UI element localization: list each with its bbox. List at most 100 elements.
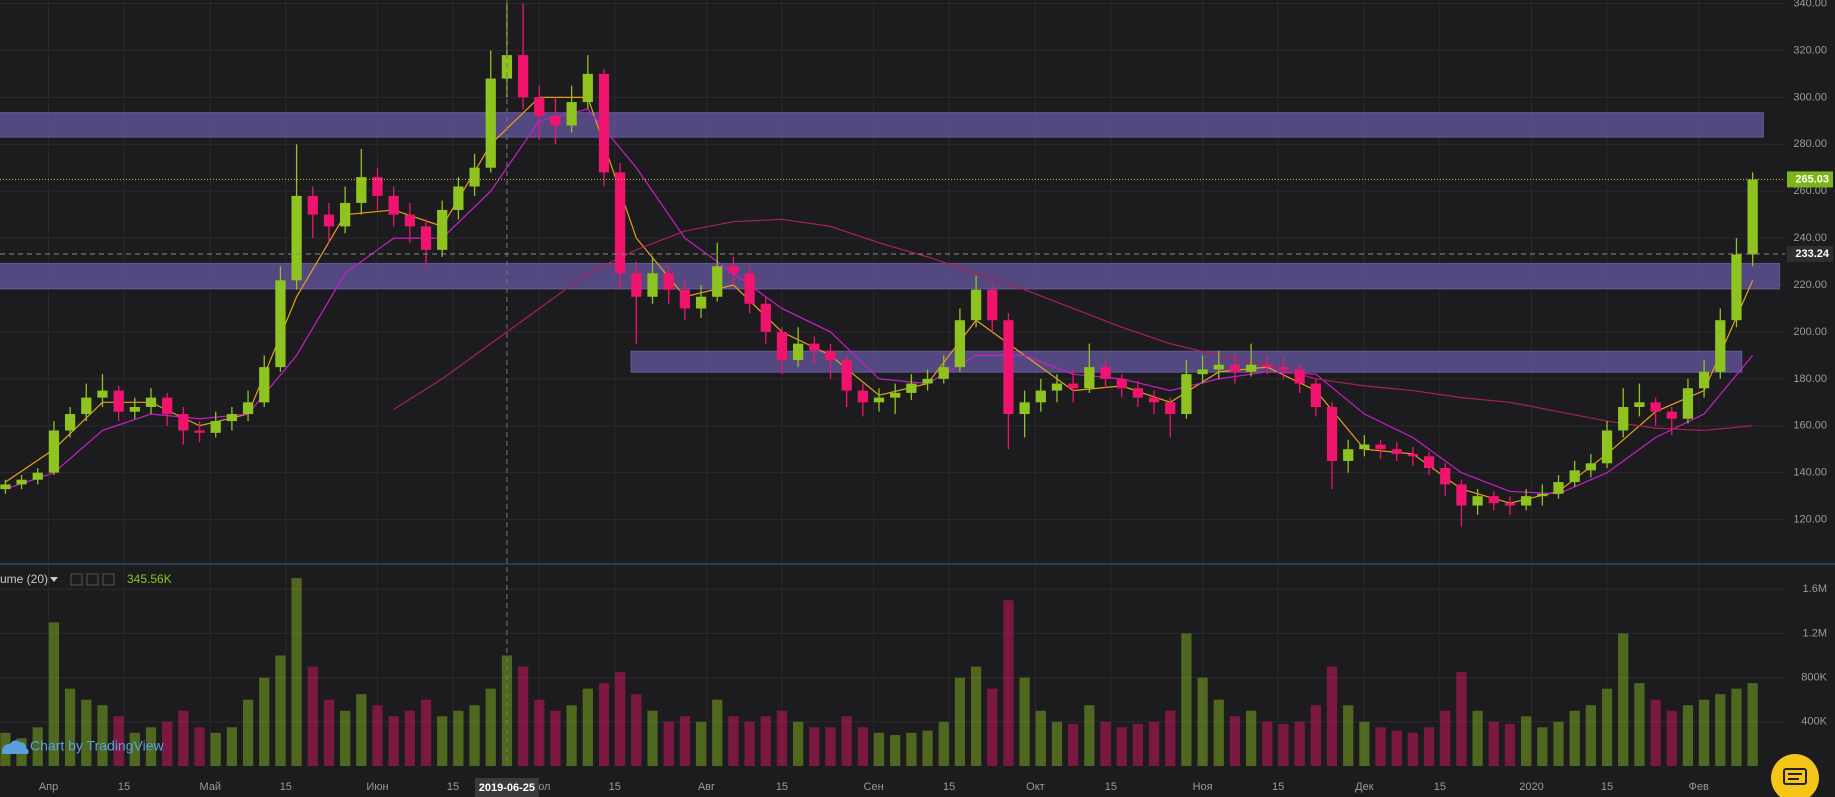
volume-bar [534,699,545,766]
candle-body [1359,444,1370,450]
volume-bar [954,677,966,766]
x-tick-label: 15 [1601,781,1613,793]
candle-body [809,343,820,351]
candle-body [469,167,480,187]
candle-body [1278,367,1289,370]
volume-bar [938,721,949,766]
candle-body [259,367,270,403]
candle-body [307,195,318,215]
candle-body [1504,503,1516,506]
volume-bar [776,710,788,766]
volume-bar [226,727,238,766]
price-zone [0,112,1764,138]
volume-bar [1343,705,1354,766]
candle-body [1019,402,1030,415]
volume-bar [825,727,836,766]
chat-button[interactable] [1771,754,1819,797]
volume-bar [1035,710,1046,766]
volume-bar [1003,600,1014,766]
volume-bar [1213,699,1224,766]
volume-bar [323,699,335,766]
legend-arrow [50,577,58,582]
candle-body [145,397,157,408]
x-tick-label: Сен [864,781,884,793]
volume-bar [1504,724,1516,766]
candle-body [793,343,804,361]
crosshair-price-box [1787,245,1833,262]
volume-bar [1521,716,1532,766]
candle-body [1148,397,1160,403]
x-tick-label: Июн [366,781,388,793]
candle-body [1262,364,1273,368]
candle-body [1003,320,1014,415]
x-tick-label: Окт [1026,781,1045,793]
candle-body [906,383,917,393]
candle-body [1245,364,1257,372]
volume-bar [1537,727,1548,766]
volume-bar [1310,705,1321,766]
candle-body [712,266,723,297]
candle-body [922,378,933,384]
volume-bar [1068,724,1079,766]
volume-bar [566,705,577,766]
legend-icon[interactable] [102,573,115,586]
crosshair-price-label: 233.24 [1795,248,1830,260]
legend-icon[interactable] [70,573,83,586]
volume-bar [1569,710,1580,766]
volume-bar [922,730,933,766]
candle-body [1537,493,1548,497]
price-pane [0,3,1781,527]
candle-body [1294,369,1305,384]
candle-body [178,414,189,431]
x-tick-label: 15 [1434,781,1446,793]
volume-bar [1391,730,1402,766]
volume-tick-label: 1.6M [1803,583,1827,595]
volume-bar [259,677,270,766]
volume-bar [1116,727,1127,766]
volume-bar [501,655,513,766]
volume-bar [1618,633,1629,766]
volume-bar [1359,721,1370,766]
candle-body [1132,388,1143,398]
volume-bar [1585,705,1596,766]
candle-body [1165,402,1176,415]
volume-bar [1423,727,1435,766]
candle-body [631,273,642,297]
candle-body [388,195,399,215]
candle-body [323,214,335,227]
candle-body [776,331,788,361]
candle-body [534,97,545,117]
volume-bar [1262,721,1273,766]
candle-body [1731,254,1742,321]
volume-bar [1375,727,1386,766]
y-tick-label: 180.00 [1793,373,1827,385]
candle-body [420,226,432,250]
candle-body [1456,484,1467,506]
watermark[interactable]: Chart by TradingView [30,738,164,754]
candle-body [1440,467,1451,485]
x-tick-label: 15 [1272,781,1284,793]
candle-body [760,303,771,332]
volume-bar [307,666,318,766]
volume-bar [631,694,642,766]
candle-body [113,390,124,412]
candle-body [129,407,140,412]
moving-average [5,108,1754,495]
x-tick-label: 15 [609,781,621,793]
candle-body [32,472,43,480]
candle-body [1213,364,1224,370]
grid [0,0,1785,766]
volume-bar [113,716,124,766]
volume-bar [663,721,674,766]
candle-body [64,414,76,431]
volume-bar [582,688,593,766]
candle-body [356,177,367,203]
candle-body [485,78,496,168]
candle-body [1343,449,1354,461]
legend-icon[interactable] [86,573,99,586]
candle-body [728,266,739,274]
candle-body [987,289,998,321]
volume-bar [453,710,464,766]
candle-body [954,320,966,368]
